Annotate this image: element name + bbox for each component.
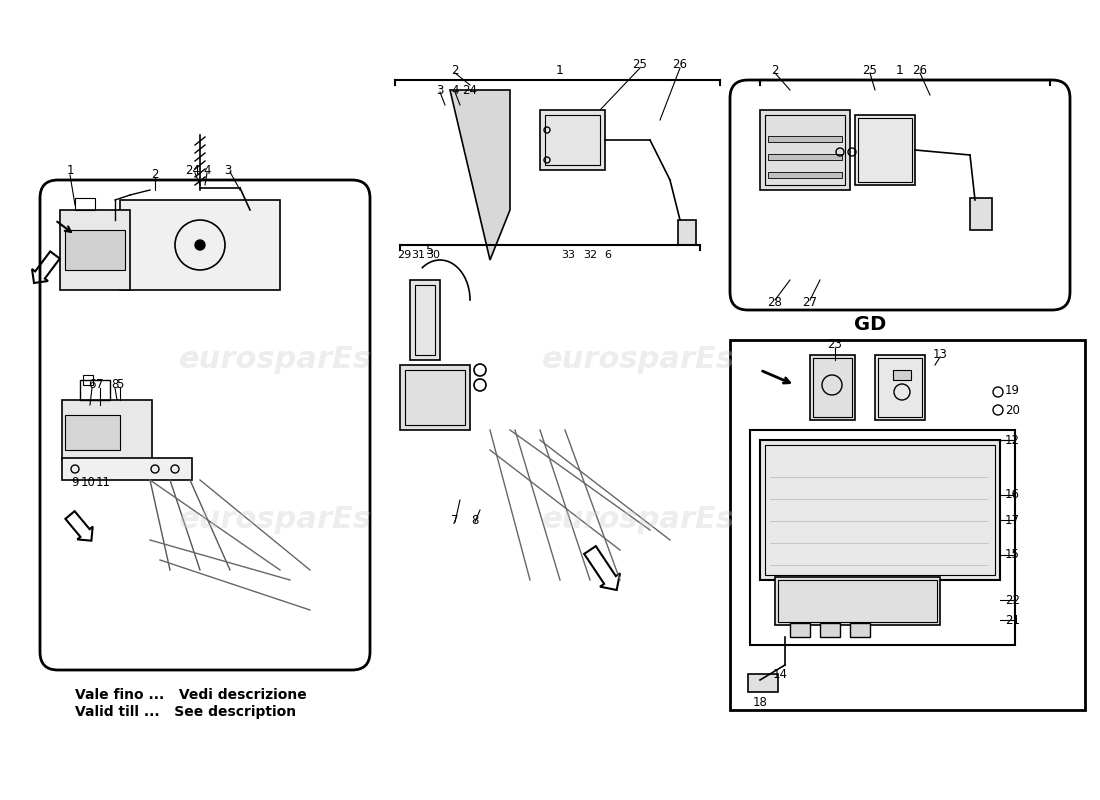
Text: 31: 31 xyxy=(411,250,425,260)
Text: Valid till ...   See description: Valid till ... See description xyxy=(75,705,296,719)
Text: 16: 16 xyxy=(1005,489,1020,502)
Bar xyxy=(730,340,1085,710)
Bar xyxy=(790,623,810,637)
Bar xyxy=(768,154,842,160)
Bar xyxy=(750,430,1015,645)
Text: 8: 8 xyxy=(471,514,478,526)
Text: 21: 21 xyxy=(1005,614,1020,626)
Text: eurosparEs: eurosparEs xyxy=(178,346,372,374)
Text: 1: 1 xyxy=(66,163,74,177)
Bar xyxy=(678,220,696,245)
Bar xyxy=(855,115,915,185)
Text: Vale fino ...   Vedi descrizione: Vale fino ... Vedi descrizione xyxy=(75,688,307,702)
Text: 9: 9 xyxy=(72,475,79,489)
Bar xyxy=(878,358,922,417)
Circle shape xyxy=(195,240,205,250)
Text: 15: 15 xyxy=(1005,549,1020,562)
Bar xyxy=(893,370,911,380)
Text: 2: 2 xyxy=(451,63,459,77)
Bar xyxy=(764,445,996,575)
Text: eurosparEs: eurosparEs xyxy=(541,506,735,534)
Text: 13: 13 xyxy=(933,349,947,362)
Text: 5: 5 xyxy=(426,243,434,257)
Text: 22: 22 xyxy=(1005,594,1020,606)
Text: 12: 12 xyxy=(1005,434,1020,446)
Bar xyxy=(768,136,842,142)
Polygon shape xyxy=(450,90,510,260)
Text: 24: 24 xyxy=(462,83,477,97)
Text: 25: 25 xyxy=(632,58,648,71)
Text: 6: 6 xyxy=(605,250,612,260)
Bar xyxy=(764,115,845,185)
Bar xyxy=(415,285,434,355)
Text: 6: 6 xyxy=(88,378,96,391)
Text: 3: 3 xyxy=(224,163,232,177)
Text: eurosparEs: eurosparEs xyxy=(541,346,735,374)
Text: 18: 18 xyxy=(752,695,768,709)
Bar xyxy=(80,380,110,400)
Text: 25: 25 xyxy=(862,63,878,77)
Bar xyxy=(776,577,940,625)
Text: 10: 10 xyxy=(80,475,96,489)
Text: 17: 17 xyxy=(1005,514,1020,526)
Text: 1: 1 xyxy=(896,63,904,77)
Bar xyxy=(120,200,280,290)
Bar xyxy=(65,230,125,270)
Text: 29: 29 xyxy=(397,250,411,260)
Text: 4: 4 xyxy=(451,83,459,97)
Text: 11: 11 xyxy=(96,475,110,489)
Text: 23: 23 xyxy=(827,338,843,351)
Bar xyxy=(760,440,1000,580)
Bar xyxy=(850,623,870,637)
Bar xyxy=(760,110,850,190)
Text: 28: 28 xyxy=(768,295,782,309)
Text: GD: GD xyxy=(854,315,887,334)
Bar xyxy=(820,623,840,637)
Bar xyxy=(778,580,937,622)
Bar xyxy=(60,210,130,290)
Text: 32: 32 xyxy=(583,250,597,260)
Text: 19: 19 xyxy=(1005,383,1020,397)
Bar xyxy=(748,674,778,692)
Text: 1: 1 xyxy=(557,63,564,77)
Text: 8: 8 xyxy=(111,378,119,391)
Bar xyxy=(400,365,470,430)
Bar xyxy=(768,172,842,178)
Bar xyxy=(62,458,192,480)
Bar xyxy=(540,110,605,170)
Bar xyxy=(874,355,925,420)
Text: 33: 33 xyxy=(561,250,575,260)
Bar xyxy=(410,280,440,360)
Text: 7: 7 xyxy=(451,514,459,526)
Text: 2: 2 xyxy=(771,63,779,77)
Bar xyxy=(75,198,95,210)
Bar xyxy=(82,375,94,385)
Bar xyxy=(858,118,912,182)
Text: 26: 26 xyxy=(913,63,927,77)
Text: 30: 30 xyxy=(426,250,440,260)
Text: 7: 7 xyxy=(97,378,103,391)
Text: 14: 14 xyxy=(772,669,788,682)
Text: 4: 4 xyxy=(204,163,211,177)
Text: 24: 24 xyxy=(186,163,200,177)
Bar xyxy=(970,198,992,230)
Text: 27: 27 xyxy=(803,295,817,309)
Bar xyxy=(405,370,465,425)
Bar xyxy=(810,355,855,420)
Text: 2: 2 xyxy=(152,169,158,182)
Text: 5: 5 xyxy=(117,378,123,391)
Text: 3: 3 xyxy=(437,83,443,97)
Bar xyxy=(813,358,852,417)
Bar xyxy=(544,115,600,165)
Bar xyxy=(62,400,152,460)
Text: eurosparEs: eurosparEs xyxy=(178,506,372,534)
Bar xyxy=(65,415,120,450)
Text: 20: 20 xyxy=(1005,403,1020,417)
Text: 26: 26 xyxy=(672,58,688,71)
